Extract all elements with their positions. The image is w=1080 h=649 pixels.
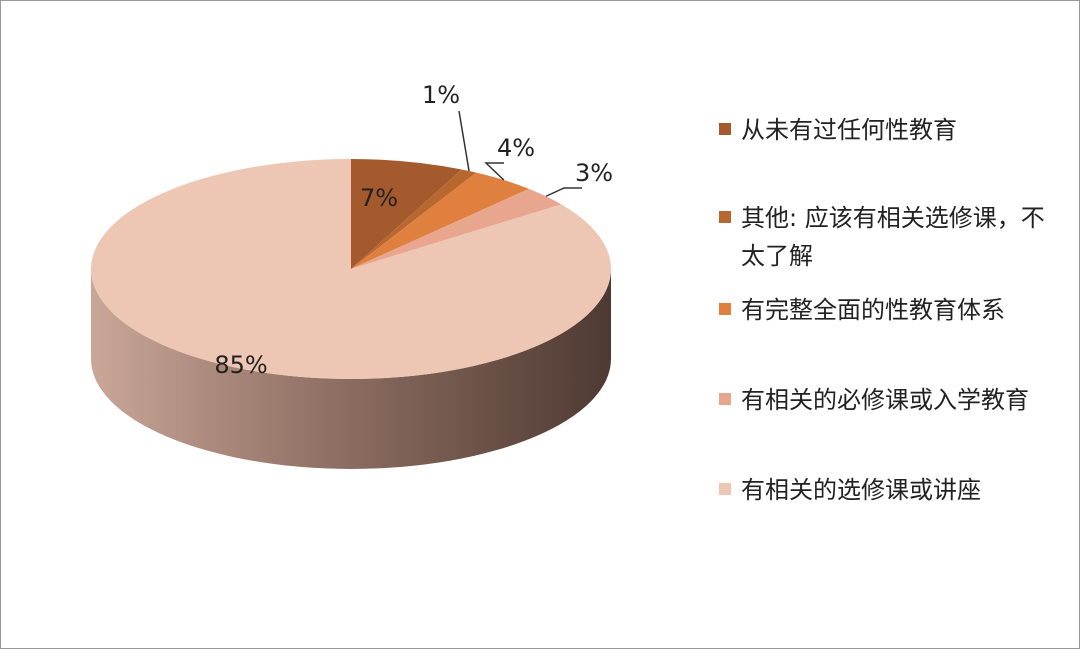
pie-slice [91, 159, 611, 380]
legend-swatch [719, 483, 731, 495]
legend-label: 有相关的选修课或讲座 [741, 476, 981, 504]
pie-slice [351, 169, 477, 269]
legend-item: 有相关的必修课或入学教育 [719, 381, 1049, 419]
leader-line [545, 187, 582, 197]
legend-item: 有完整全面的性教育体系 [719, 291, 1049, 329]
legend-label: 从未有过任何性教育 [741, 116, 957, 144]
data-label: 1% [422, 81, 460, 109]
legend-item: 有相关的选修课或讲座 [719, 471, 1049, 509]
legend-swatch [719, 211, 731, 223]
pie-slice [351, 188, 562, 269]
legend-item: 其他: 应该有相关选修课，不太了解 [719, 199, 1049, 275]
pie-slice [351, 159, 462, 269]
pie-slice [351, 172, 529, 269]
pie-side [91, 269, 611, 469]
data-label: 7% [360, 184, 398, 212]
legend-label: 其他: 应该有相关选修课，不太了解 [741, 204, 1045, 270]
data-label: 85% [214, 351, 267, 379]
legend-label: 有相关的必修课或入学教育 [741, 386, 1029, 414]
legend-swatch [719, 123, 731, 135]
data-label: 4% [497, 134, 535, 162]
legend-item: 从未有过任何性教育 [719, 111, 1049, 149]
legend-label: 有完整全面的性教育体系 [741, 296, 1005, 324]
legend-swatch [719, 303, 731, 315]
legend-swatch [719, 393, 731, 405]
data-label: 3% [575, 159, 613, 187]
leader-line [458, 110, 470, 172]
leader-line [484, 162, 505, 181]
